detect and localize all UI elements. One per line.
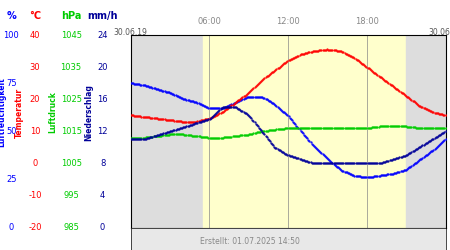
Text: 985: 985 xyxy=(63,223,79,232)
Text: Luftdruck: Luftdruck xyxy=(49,92,58,134)
Text: 1005: 1005 xyxy=(61,159,81,168)
Text: 50: 50 xyxy=(6,127,17,136)
Text: 75: 75 xyxy=(6,78,17,88)
Text: Temperatur: Temperatur xyxy=(15,88,24,138)
Text: 100: 100 xyxy=(4,30,19,40)
Text: 1025: 1025 xyxy=(61,95,81,104)
Text: mm/h: mm/h xyxy=(87,11,118,21)
Text: 0: 0 xyxy=(32,159,38,168)
Text: 25: 25 xyxy=(6,175,17,184)
Text: 30.06.19: 30.06.19 xyxy=(428,28,450,37)
Text: 30.06.19: 30.06.19 xyxy=(113,28,148,37)
Text: 24: 24 xyxy=(97,30,108,40)
Text: %: % xyxy=(6,11,16,21)
Text: 10: 10 xyxy=(30,127,40,136)
Text: 06:00: 06:00 xyxy=(197,17,221,26)
Text: °C: °C xyxy=(29,11,41,21)
Text: -10: -10 xyxy=(28,191,42,200)
Text: 12: 12 xyxy=(97,127,108,136)
Text: 4: 4 xyxy=(100,191,105,200)
Text: Erstellt: 01.07.2025 14:50: Erstellt: 01.07.2025 14:50 xyxy=(200,236,300,246)
Text: 20: 20 xyxy=(97,62,108,72)
Text: 12:00: 12:00 xyxy=(276,17,300,26)
Text: -20: -20 xyxy=(28,223,42,232)
Text: 40: 40 xyxy=(30,30,40,40)
Text: 995: 995 xyxy=(63,191,79,200)
Text: 0: 0 xyxy=(9,223,14,232)
Text: 16: 16 xyxy=(97,95,108,104)
Text: hPa: hPa xyxy=(61,11,81,21)
Text: 18:00: 18:00 xyxy=(355,17,379,26)
Text: 20: 20 xyxy=(30,95,40,104)
Text: 8: 8 xyxy=(100,159,105,168)
Text: Luftfeuchtigkeit: Luftfeuchtigkeit xyxy=(0,78,7,147)
Text: 1035: 1035 xyxy=(61,62,81,72)
Text: Niederschlag: Niederschlag xyxy=(85,84,94,141)
Text: 30: 30 xyxy=(30,62,40,72)
Text: 1045: 1045 xyxy=(61,30,81,40)
Text: 0: 0 xyxy=(100,223,105,232)
Text: 1015: 1015 xyxy=(61,127,81,136)
Bar xyxy=(202,35,406,228)
Bar xyxy=(130,35,202,228)
Bar xyxy=(406,35,446,228)
